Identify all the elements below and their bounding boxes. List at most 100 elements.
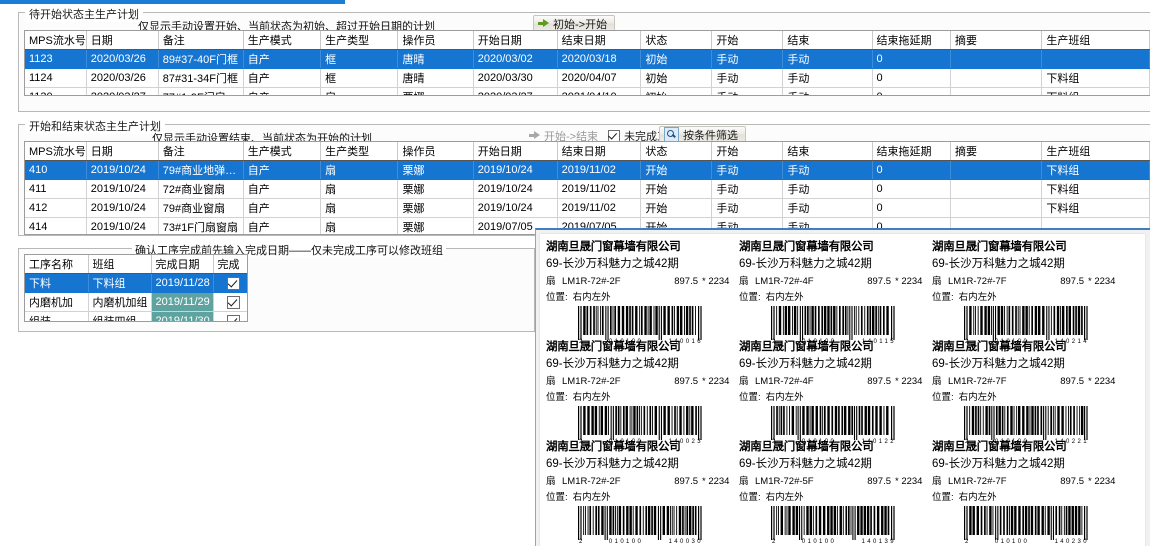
grid1-col-8[interactable]: 状态 [640, 31, 713, 50]
process-team-cell[interactable]: 组装四组 [88, 311, 152, 321]
grid2-cell[interactable] [950, 198, 1043, 218]
grid1-cell[interactable]: 2020/04/07 [557, 68, 642, 88]
grid2-cell[interactable]: 手动 [711, 160, 784, 180]
grid2-cell[interactable]: 扇 [320, 198, 399, 218]
checkbox-checked-icon[interactable] [226, 276, 240, 290]
grid1-cell[interactable]: 2020/03/18 [557, 49, 642, 69]
table-row[interactable]: 11302020/03/2777#1-9F门扇自产扇栗娜2020/03/2720… [25, 87, 1150, 95]
grid2-col-8[interactable]: 状态 [640, 142, 713, 161]
grid2-col-2[interactable]: 备注 [158, 142, 244, 161]
grid2-cell[interactable]: 2019/10/24 [86, 160, 159, 180]
grid2-cell[interactable]: 2019/10/24 [473, 198, 558, 218]
grid1-cell[interactable]: 2020/03/27 [473, 87, 558, 95]
grid2-cell[interactable]: 手动 [782, 160, 873, 180]
grid1-cell[interactable]: 下料组 [1041, 87, 1150, 95]
grid1-cell[interactable] [950, 68, 1043, 88]
grid1-col-12[interactable]: 摘要 [950, 31, 1043, 50]
grid2-col-6[interactable]: 开始日期 [473, 142, 558, 161]
grid2-cell[interactable]: 手动 [782, 198, 873, 218]
grid2-col-4[interactable]: 生产类型 [320, 142, 399, 161]
grid1-body[interactable]: 1123 2020/03/26 89#37-40F门框 自产框唐晴 2020/03/02… [25, 49, 1150, 95]
grid1-cell[interactable]: 唐晴 [397, 68, 474, 88]
grid1-cell[interactable]: 2020/03/26 [86, 68, 159, 88]
grid1-cell[interactable]: 手动 [782, 49, 873, 69]
grid1-cell[interactable] [950, 49, 1043, 69]
grid-pending-start-plans[interactable]: MPS流水号 日期 备注 生产模式 生产类型 操作员 开始日期 结束日期 状态 开始 结束 结束拖延期… [24, 30, 1150, 96]
grid1-cell[interactable]: 框 [320, 68, 399, 88]
process-done-cell[interactable] [213, 311, 247, 321]
grid1-col-5[interactable]: 操作员 [397, 31, 474, 50]
process-date-cell[interactable]: 2019/11/30 [151, 311, 214, 321]
grid1-cell[interactable]: 0 [872, 49, 952, 69]
grid1-cell[interactable]: 1123 [25, 49, 87, 69]
grid1-col-2[interactable]: 备注 [158, 31, 244, 50]
grid1-cell[interactable]: 77#1-9F门扇 [158, 87, 244, 95]
grid1-cell[interactable] [950, 87, 1043, 95]
grid2-cell[interactable]: 72#商业窗扇 [158, 179, 244, 199]
grid2-cell[interactable]: 411 [25, 179, 87, 199]
table-row[interactable]: 组装 组装四组 2019/11/30 [25, 311, 247, 321]
grid2-cell[interactable]: 手动 [711, 198, 784, 218]
grid2-col-9[interactable]: 开始 [711, 142, 784, 161]
grid1-cell[interactable]: 手动 [711, 49, 784, 69]
checkbox-checked-icon[interactable] [226, 295, 240, 309]
grid2-col-10[interactable]: 结束 [782, 142, 873, 161]
grid1-cell[interactable]: 手动 [711, 87, 784, 95]
process-team-cell[interactable]: 下料组 [88, 273, 152, 293]
grid2-cell[interactable]: 扇 [320, 217, 399, 234]
table-row[interactable]: 410 2019/10/24 79#商业地弹… 自产扇栗娜 2019/10/24 2019… [25, 160, 1150, 180]
grid2-cell[interactable]: 栗娜 [397, 179, 474, 199]
grid2-cell[interactable]: 下料组 [1041, 160, 1150, 180]
grid2-cell[interactable]: 扇 [320, 160, 399, 180]
grid1-col-9[interactable]: 开始 [711, 31, 784, 50]
table-row[interactable]: 1123 2020/03/26 89#37-40F门框 自产框唐晴 2020/03/02… [25, 49, 1150, 69]
grid1-col-3[interactable]: 生产模式 [243, 31, 322, 50]
grid2-cell[interactable]: 2019/10/24 [86, 217, 159, 234]
grid1-cell[interactable]: 自产 [243, 68, 322, 88]
grid1-cell[interactable]: 扇 [320, 87, 399, 95]
grid2-cell[interactable]: 2019/11/02 [557, 179, 642, 199]
grid2-col-11[interactable]: 结束拖延期 [872, 142, 952, 161]
grid3-col-1[interactable]: 班组 [88, 255, 152, 274]
grid1-cell[interactable]: 唐晴 [397, 49, 474, 69]
grid1-cell[interactable]: 手动 [782, 68, 873, 88]
grid2-cell[interactable] [950, 179, 1043, 199]
process-name-cell[interactable]: 下料 [25, 273, 89, 293]
grid1-cell[interactable]: 栗娜 [397, 87, 474, 95]
grid2-cell[interactable]: 自产 [243, 217, 322, 234]
grid2-col-1[interactable]: 日期 [86, 142, 159, 161]
grid2-cell[interactable]: 410 [25, 160, 87, 180]
grid2-cell[interactable]: 手动 [782, 179, 873, 199]
grid2-cell[interactable]: 自产 [243, 198, 322, 218]
grid2-cell[interactable]: 手动 [711, 179, 784, 199]
grid1-col-7[interactable]: 结束日期 [557, 31, 642, 50]
grid1-cell[interactable]: 手动 [782, 87, 873, 95]
grid1-col-11[interactable]: 结束拖延期 [872, 31, 952, 50]
grid-started-plans[interactable]: MPS流水号 日期 备注 生产模式 生产类型 操作员 开始日期 结束日期 状态 开始 结束 结束拖延期… [24, 141, 1150, 235]
grid2-cell[interactable]: 自产 [243, 160, 322, 180]
grid2-cell[interactable]: 2019/10/24 [86, 198, 159, 218]
grid1-cell[interactable]: 0 [872, 68, 952, 88]
grid2-col-0[interactable]: MPS流水号 [25, 142, 87, 161]
grid2-col-13[interactable]: 生产班组 [1041, 142, 1150, 161]
table-row[interactable]: 下料 下料组 2019/11/28 [25, 273, 247, 293]
process-date-cell[interactable]: 2019/11/28 [151, 273, 214, 293]
checkbox-checked-icon[interactable] [226, 314, 240, 321]
grid3-col-3[interactable]: 完成 [213, 255, 247, 274]
grid2-cell[interactable]: 扇 [320, 179, 399, 199]
grid2-cell[interactable]: 2019/11/02 [557, 198, 642, 218]
grid2-cell[interactable]: 79#商业地弹… [158, 160, 244, 180]
grid2-body[interactable]: 410 2019/10/24 79#商业地弹… 自产扇栗娜 2019/10/24 2019… [25, 160, 1150, 234]
grid2-cell[interactable]: 开始 [640, 179, 713, 199]
grid2-cell[interactable]: 2019/11/02 [557, 160, 642, 180]
start-to-end-button[interactable]: 开始->结束 [524, 127, 606, 144]
grid2-cell[interactable]: 412 [25, 198, 87, 218]
grid1-cell[interactable]: 2020/03/27 [86, 87, 159, 95]
table-row[interactable]: 411 2019/10/24 72#商业窗扇 自产扇栗娜 2019/10/24 2019/… [25, 179, 1150, 199]
grid1-cell[interactable]: 下料组 [1041, 68, 1150, 88]
grid1-cell[interactable]: 0 [872, 87, 952, 95]
table-row[interactable]: 1124 2020/03/26 87#31-34F门框 自产框唐晴 2020/03/30… [25, 68, 1150, 88]
grid2-cell[interactable]: 栗娜 [397, 198, 474, 218]
grid2-cell[interactable]: 2019/10/24 [473, 160, 558, 180]
grid1-col-0[interactable]: MPS流水号 [25, 31, 87, 50]
